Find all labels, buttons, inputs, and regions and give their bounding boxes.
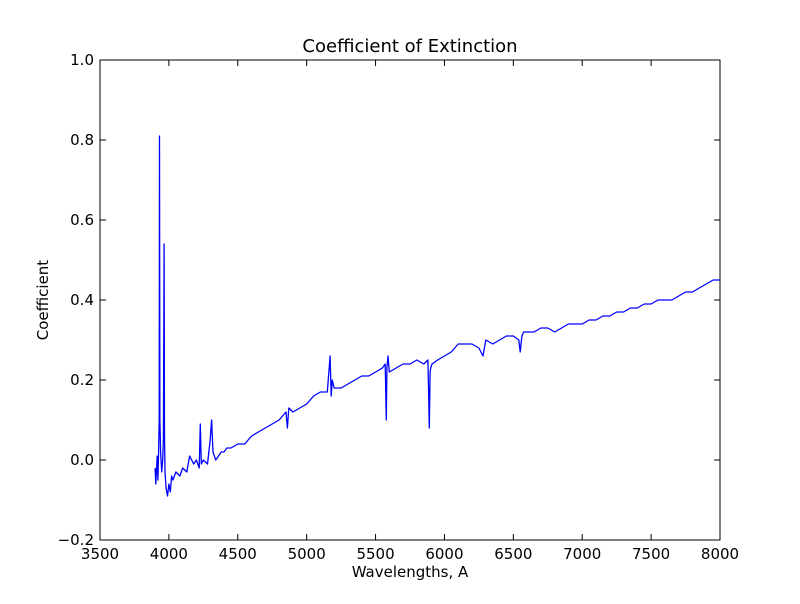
series-layer [154,135,720,497]
y-tick-label: 0.8 [70,131,94,149]
x-tick-label: 6500 [494,545,532,563]
x-tick-label: 8000 [701,545,739,563]
x-tick-label: 4500 [219,545,257,563]
x-tick-label: 6000 [425,545,463,563]
tick-layer: 3500 4000 4500 5000 5500 6000 6500 7000 7500 8000… [58,51,740,563]
x-tick-label: 5000 [288,545,326,563]
plot-area [100,60,720,540]
y-tick-label: 0.6 [70,211,94,229]
y-tick-label: 0.0 [70,451,94,469]
series-line [154,135,720,497]
chart-title: Coefficient of Extinction [302,36,517,57]
x-tick-label: 7000 [563,545,601,563]
y-tick-label: −0.2 [58,531,94,549]
y-tick-label: 0.2 [70,371,94,389]
x-tick-label: 3500 [81,545,119,563]
x-tick-label: 5500 [356,545,394,563]
y-axis-label: Coefficient [34,260,52,341]
y-tick-label: 1.0 [70,51,94,69]
x-tick-label: 7500 [632,545,670,563]
x-tick-label: 4000 [150,545,188,563]
x-axis-label: Wavelengths, A [352,563,469,581]
y-tick-label: 0.4 [70,291,94,309]
